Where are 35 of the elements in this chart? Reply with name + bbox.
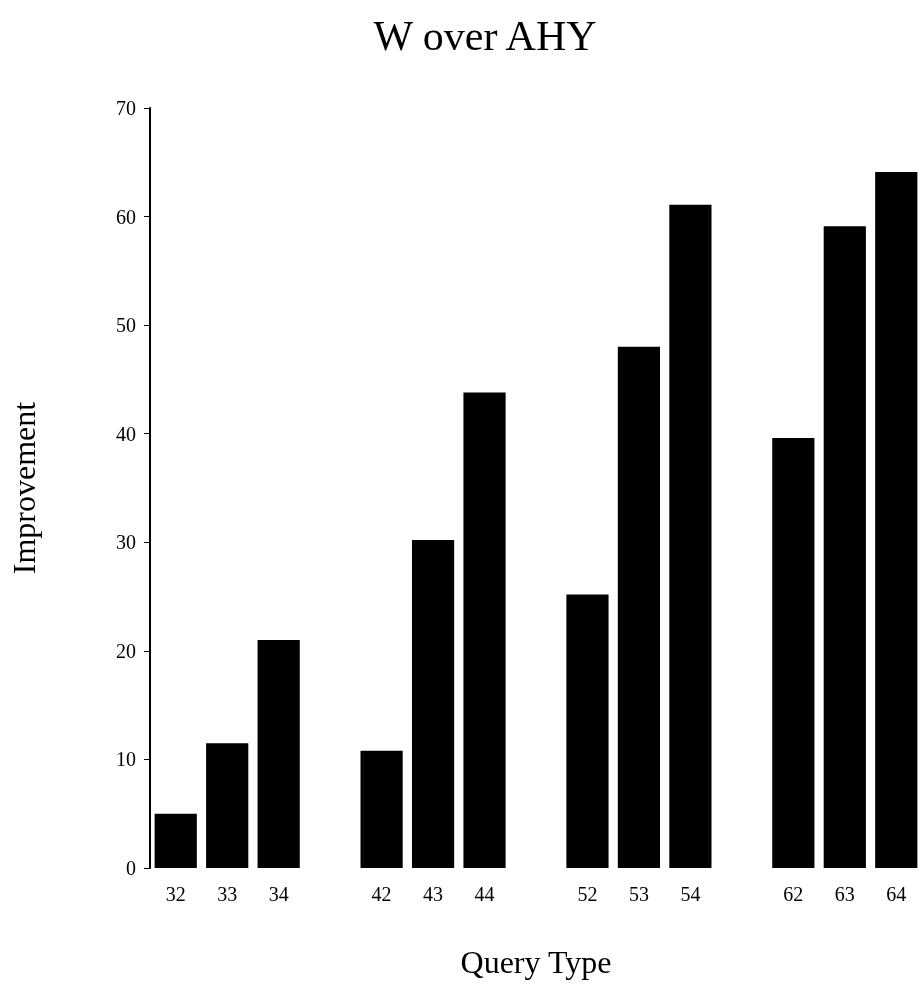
- x-tick-label: 63: [834, 883, 855, 905]
- y-tick-label: 60: [116, 205, 136, 228]
- x-tick-label: 33: [217, 883, 238, 905]
- chart-title: W over AHY: [373, 13, 597, 59]
- x-tick-label: 53: [628, 883, 649, 905]
- y-tick-label: 40: [116, 422, 136, 445]
- bar: [617, 346, 661, 868]
- x-tick-label: 42: [371, 883, 392, 905]
- bar: [360, 750, 403, 868]
- x-tick-label: 43: [423, 883, 444, 905]
- bar: [257, 640, 300, 868]
- x-tick-label: 32: [165, 883, 186, 905]
- y-tick-label: 50: [116, 314, 136, 337]
- y-tick-label: 30: [116, 531, 136, 554]
- bar: [823, 226, 866, 868]
- bar: [154, 813, 197, 868]
- x-tick-label: 44: [474, 883, 495, 905]
- x-tick-label: 52: [577, 883, 598, 905]
- bar: [411, 540, 455, 868]
- x-axis-title: Query Type: [460, 944, 612, 980]
- bar: [206, 743, 249, 868]
- x-tick-label: 62: [783, 883, 804, 905]
- bar: [566, 594, 609, 868]
- bar: [463, 392, 506, 868]
- y-tick-label: 20: [116, 639, 136, 662]
- x-tick-label: 54: [680, 883, 701, 905]
- bar: [875, 172, 918, 868]
- bar: [669, 204, 712, 868]
- x-tick-label: 34: [268, 883, 289, 905]
- y-tick-label: 10: [116, 748, 136, 771]
- x-tick-label: 64: [886, 883, 907, 905]
- y-tick-label: 70: [116, 97, 136, 119]
- y-axis-title: Improvement: [6, 401, 42, 575]
- bar: [772, 438, 815, 868]
- y-tick-label: 0: [126, 857, 136, 879]
